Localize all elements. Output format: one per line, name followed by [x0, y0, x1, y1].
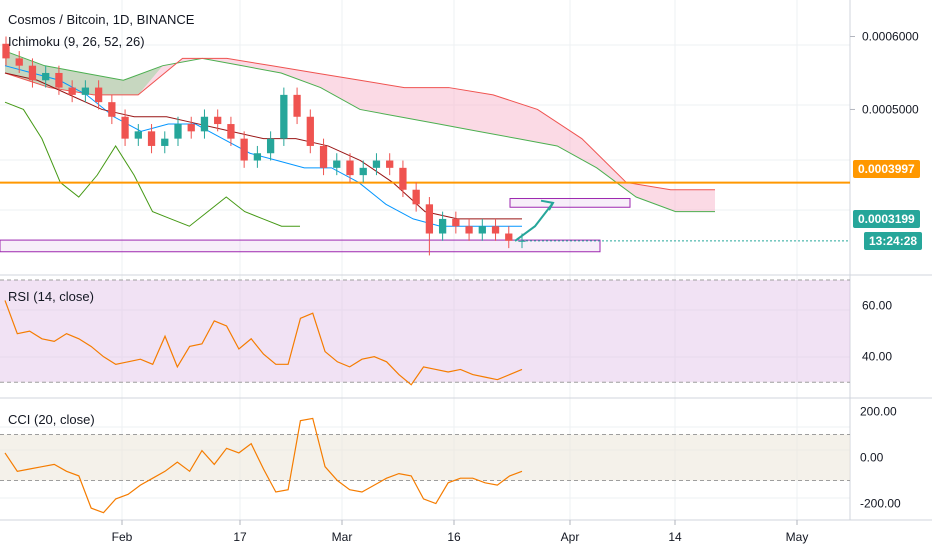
- candle-body: [161, 138, 169, 146]
- rsi-tick-label: 60.00: [862, 299, 892, 313]
- time-tick-label: Apr: [561, 530, 580, 544]
- candle-body: [15, 58, 23, 66]
- candle-body: [333, 160, 341, 168]
- candle-body: [399, 167, 407, 190]
- candle-body: [306, 116, 314, 146]
- kijun-line: [4, 72, 522, 220]
- cci-tick-label: 200.00: [860, 405, 897, 419]
- tenkan-line: [4, 65, 522, 227]
- ichimoku-cloud: [5, 51, 715, 212]
- candle-body: [134, 131, 142, 139]
- senkou-span-b: [4, 57, 715, 191]
- candle-body: [518, 240, 526, 242]
- candle-body: [452, 218, 460, 227]
- candle-body: [293, 94, 301, 117]
- time-tick-label: May: [786, 530, 809, 544]
- rsi-tick-label: 40.00: [862, 350, 892, 364]
- candle-body: [2, 43, 10, 59]
- candle-body: [214, 116, 222, 125]
- candle-body: [68, 87, 76, 95]
- candle-body: [147, 131, 156, 146]
- cci-tick-label: -200.00: [860, 497, 901, 511]
- rsi-label: RSI (14, close): [8, 289, 94, 304]
- countdown-badge: 13:24:28: [864, 232, 923, 250]
- candle-body: [187, 124, 195, 132]
- cci-line: [4, 417, 523, 514]
- candle-body: [465, 226, 473, 234]
- range-box-upper: [509, 197, 631, 208]
- candle-body: [505, 233, 513, 241]
- projection-arrowhead: [540, 199, 555, 211]
- last-price-badge: 0.0003199: [853, 210, 920, 228]
- candle-body: [94, 87, 103, 103]
- candle-body: [266, 138, 275, 154]
- candle-body: [359, 167, 367, 176]
- candle-body: [42, 72, 50, 81]
- candle-body: [412, 189, 420, 205]
- candle-body: [28, 65, 37, 81]
- candle-body: [438, 218, 447, 234]
- projection-arrow: [514, 202, 554, 242]
- rsi-line: [4, 300, 523, 386]
- candle-body: [227, 124, 235, 139]
- candle-body: [55, 72, 63, 88]
- chart-title: Cosmos / Bitcoin, 1D, BINANCE: [8, 12, 195, 27]
- candle-body: [478, 226, 486, 234]
- price-tick-label: 0.0006000: [862, 29, 919, 43]
- ichimoku-label: Ichimoku (9, 26, 52, 26): [8, 34, 145, 49]
- level-price-badge: 0.0003997: [853, 160, 920, 178]
- candle-body: [386, 160, 394, 168]
- candle-body: [280, 94, 288, 139]
- candle-body: [491, 226, 500, 234]
- candle-body: [108, 102, 116, 117]
- time-tick-label: Mar: [332, 530, 353, 544]
- cci-band: [0, 434, 850, 481]
- price-tick-label: 0.0005000: [862, 102, 919, 116]
- candle-body: [200, 116, 209, 132]
- time-tick-label: 17: [233, 530, 247, 544]
- candle-body: [319, 145, 328, 168]
- range-box-lower: [0, 239, 601, 253]
- time-tick-label: 14: [668, 530, 682, 544]
- cci-label: CCI (20, close): [8, 412, 95, 427]
- candle-body: [240, 138, 248, 161]
- time-tick-label: Feb: [112, 530, 133, 544]
- candle-body: [81, 87, 90, 95]
- cci-tick-label: 0.00: [860, 451, 884, 465]
- candle-body: [372, 160, 381, 168]
- rsi-band: [0, 280, 850, 383]
- chikou-line: [4, 101, 300, 227]
- candle-body: [121, 116, 129, 139]
- candle-body: [253, 153, 262, 161]
- candle-body: [425, 204, 434, 234]
- candle-body: [174, 124, 182, 139]
- senkou-span-a: [4, 50, 715, 213]
- time-tick-label: 16: [447, 530, 461, 544]
- candle-body: [346, 160, 354, 176]
